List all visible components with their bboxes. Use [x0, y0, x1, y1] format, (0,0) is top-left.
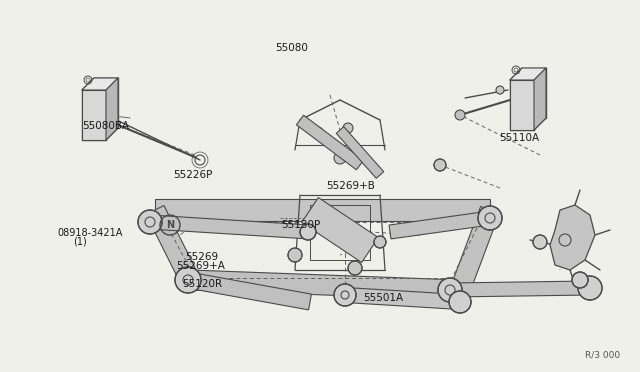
Polygon shape [82, 90, 106, 140]
Polygon shape [187, 272, 312, 310]
Circle shape [449, 291, 471, 313]
Polygon shape [296, 115, 364, 170]
Circle shape [438, 278, 462, 302]
Circle shape [348, 261, 362, 275]
Text: 08918-3421A: 08918-3421A [58, 228, 123, 237]
Circle shape [334, 152, 346, 164]
Circle shape [578, 276, 602, 300]
Polygon shape [550, 205, 595, 270]
Circle shape [300, 224, 316, 240]
Circle shape [572, 272, 588, 288]
Circle shape [334, 284, 356, 306]
Text: 55120R: 55120R [182, 279, 223, 289]
Circle shape [175, 267, 201, 293]
Circle shape [496, 86, 504, 94]
Text: 55080BA: 55080BA [82, 122, 129, 131]
Circle shape [455, 110, 465, 120]
Circle shape [288, 248, 302, 262]
Circle shape [374, 236, 386, 248]
Polygon shape [510, 80, 534, 130]
Text: 55269: 55269 [186, 252, 219, 262]
Polygon shape [344, 288, 460, 310]
Polygon shape [82, 78, 118, 90]
Circle shape [533, 235, 547, 249]
Text: (1): (1) [74, 237, 87, 247]
Polygon shape [510, 68, 546, 80]
Polygon shape [450, 281, 590, 297]
Polygon shape [150, 215, 310, 239]
Circle shape [343, 123, 353, 133]
Circle shape [434, 159, 446, 171]
Polygon shape [155, 199, 490, 221]
Text: 55501A: 55501A [364, 294, 404, 303]
Polygon shape [146, 205, 199, 285]
Text: R/3 000: R/3 000 [585, 351, 620, 360]
Polygon shape [389, 211, 491, 239]
Polygon shape [534, 68, 546, 130]
Polygon shape [336, 127, 384, 178]
Text: 55080: 55080 [275, 44, 308, 53]
Polygon shape [189, 270, 460, 300]
Polygon shape [301, 198, 378, 263]
Text: N: N [166, 220, 174, 230]
Circle shape [138, 210, 162, 234]
Polygon shape [451, 206, 499, 294]
Text: 55269+A: 55269+A [176, 261, 225, 270]
Polygon shape [106, 78, 118, 140]
Circle shape [313, 127, 323, 137]
Text: 55130P: 55130P [282, 220, 321, 230]
Text: 55269+B: 55269+B [326, 181, 375, 191]
Text: 55226P: 55226P [173, 170, 212, 180]
Text: 55110A: 55110A [499, 133, 540, 142]
Circle shape [478, 206, 502, 230]
